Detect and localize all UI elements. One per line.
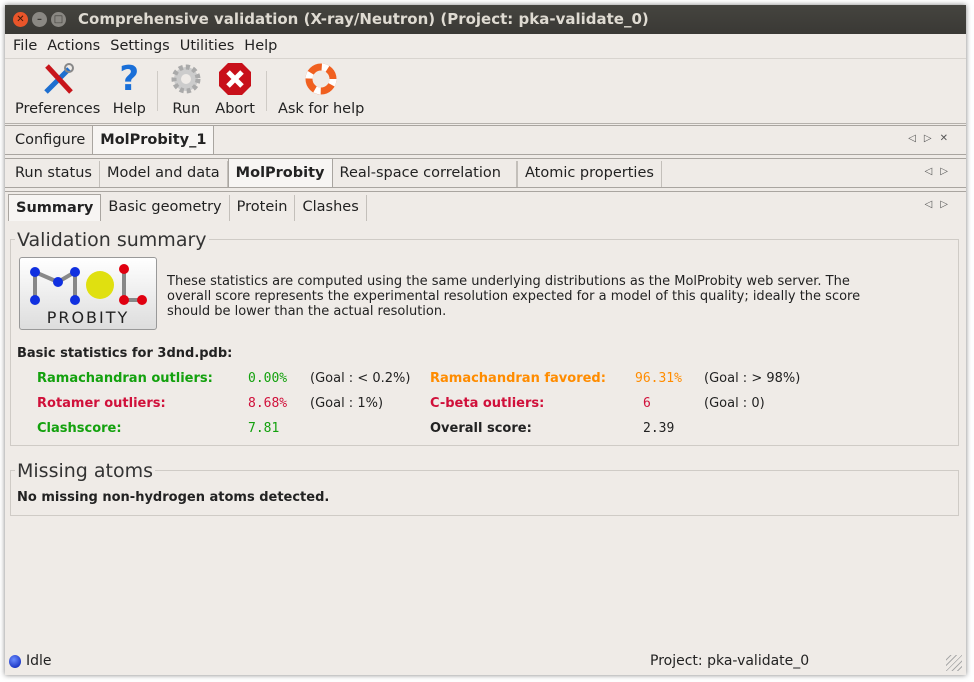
status-indicator-icon xyxy=(9,655,21,668)
menu-file[interactable]: File xyxy=(13,38,38,54)
rama-outliers-value: 0.00% xyxy=(248,371,288,386)
abort-button[interactable]: Abort xyxy=(209,62,261,123)
run-button[interactable]: Run xyxy=(163,62,209,123)
separator xyxy=(157,71,159,111)
clashscore-label: Clashscore: xyxy=(37,421,122,436)
menu-actions[interactable]: Actions xyxy=(47,38,101,54)
toolbar: Preferences ? Help Run Abort Ask for hel… xyxy=(5,58,966,124)
window-title: Comprehensive validation (X-ray/Neutron)… xyxy=(78,10,649,28)
rotamer-outliers-value: 8.68% xyxy=(248,396,288,411)
question-icon: ? xyxy=(119,59,140,99)
rama-outliers-label: Ramachandran outliers: xyxy=(37,371,213,386)
molprobity-tabs: Summary Basic geometry Protein Clashes ◁… xyxy=(5,191,966,221)
separator xyxy=(265,71,267,111)
tab-run-status[interactable]: Run status xyxy=(8,161,100,187)
menu-bar: File Actions Settings Utilities Help xyxy=(5,34,966,58)
tools-icon xyxy=(41,62,75,96)
tab-basic-geometry[interactable]: Basic geometry xyxy=(101,195,230,221)
tab-scroll-arrows[interactable]: ◁▷✕ xyxy=(908,133,956,144)
cbeta-outliers-goal: (Goal : 0) xyxy=(704,396,765,411)
clashscore-value: 7.81 xyxy=(248,421,280,436)
tab-atomic-properties[interactable]: Atomic properties xyxy=(516,161,662,187)
tab-configure[interactable]: Configure xyxy=(15,132,86,148)
svg-text:PROBITY: PROBITY xyxy=(47,308,130,327)
molprobity-logo-button[interactable]: PROBITY xyxy=(19,257,157,330)
help-label: Help xyxy=(112,101,146,117)
overall-score-label: Overall score: xyxy=(430,421,532,436)
tab-clashes[interactable]: Clashes xyxy=(295,195,367,221)
summary-description: These statistics are computed using the … xyxy=(167,274,861,319)
ask-for-help-button[interactable]: Ask for help xyxy=(272,62,370,123)
preferences-label: Preferences xyxy=(15,101,101,117)
preferences-button[interactable]: Preferences xyxy=(9,62,106,123)
abort-label: Abort xyxy=(215,101,255,117)
rotamer-outliers-label: Rotamer outliers: xyxy=(37,396,166,411)
validation-summary-group: Validation summary PROBITY These statist… xyxy=(10,229,959,446)
rama-favored-label: Ramachandran favored: xyxy=(430,371,606,386)
missing-atoms-text: No missing non-hydrogen atoms detected. xyxy=(17,490,330,505)
rama-favored-goal: (Goal : > 98%) xyxy=(704,371,801,386)
tab-molprobity[interactable]: MolProbity xyxy=(227,158,333,187)
tab-scroll-arrows[interactable]: ◁▷ xyxy=(924,166,956,177)
result-tabs: Run status Model and data MolProbity Rea… xyxy=(5,158,966,188)
menu-help[interactable]: Help xyxy=(244,38,278,54)
close-window-button[interactable]: ✕ xyxy=(13,12,28,27)
tab-scroll-arrows[interactable]: ◁▷ xyxy=(924,199,956,210)
project-tabs: Configure MolProbity_1 ◁▷✕ xyxy=(5,125,966,155)
tab-protein[interactable]: Protein xyxy=(230,195,296,221)
ask-label: Ask for help xyxy=(277,101,365,117)
cbeta-outliers-value: 6 xyxy=(643,396,651,411)
rama-favored-value: 96.31% xyxy=(635,371,682,386)
status-project: Project: pka-validate_0 xyxy=(650,653,810,669)
lifebuoy-icon xyxy=(304,62,338,96)
cbeta-outliers-label: C-beta outliers: xyxy=(430,396,545,411)
abort-icon xyxy=(218,62,252,96)
tab-summary[interactable]: Summary xyxy=(8,194,102,221)
tab-molprobity-1[interactable]: MolProbity_1 xyxy=(92,125,215,154)
run-label: Run xyxy=(172,101,201,117)
gear-icon xyxy=(169,62,203,96)
rotamer-outliers-goal: (Goal : 1%) xyxy=(310,396,384,411)
group-title: Missing atoms xyxy=(15,460,156,482)
status-bar: Idle Project: pka-validate_0 xyxy=(5,651,966,673)
tab-model-and-data[interactable]: Model and data xyxy=(100,161,228,187)
group-title: Validation summary xyxy=(15,229,209,251)
missing-atoms-group: Missing atoms No missing non-hydrogen at… xyxy=(10,460,959,516)
status-text: Idle xyxy=(26,653,52,669)
maximize-window-button[interactable]: □ xyxy=(51,12,66,27)
minimize-window-button[interactable]: – xyxy=(32,12,47,27)
help-button[interactable]: ? Help xyxy=(106,59,152,123)
basic-stats-header: Basic statistics for 3dnd.pdb: xyxy=(17,346,233,361)
resize-grip-icon[interactable] xyxy=(946,655,962,671)
rama-outliers-goal: (Goal : < 0.2%) xyxy=(310,371,411,386)
title-bar: Comprehensive validation (X-ray/Neutron)… xyxy=(5,5,966,34)
menu-utilities[interactable]: Utilities xyxy=(179,38,235,54)
tab-real-space-correlation[interactable]: Real-space correlation xyxy=(333,161,517,187)
molprobity-logo: PROBITY xyxy=(30,264,147,327)
main-window: Comprehensive validation (X-ray/Neutron)… xyxy=(5,5,966,675)
overall-score-value: 2.39 xyxy=(643,421,675,436)
menu-settings[interactable]: Settings xyxy=(110,38,170,54)
